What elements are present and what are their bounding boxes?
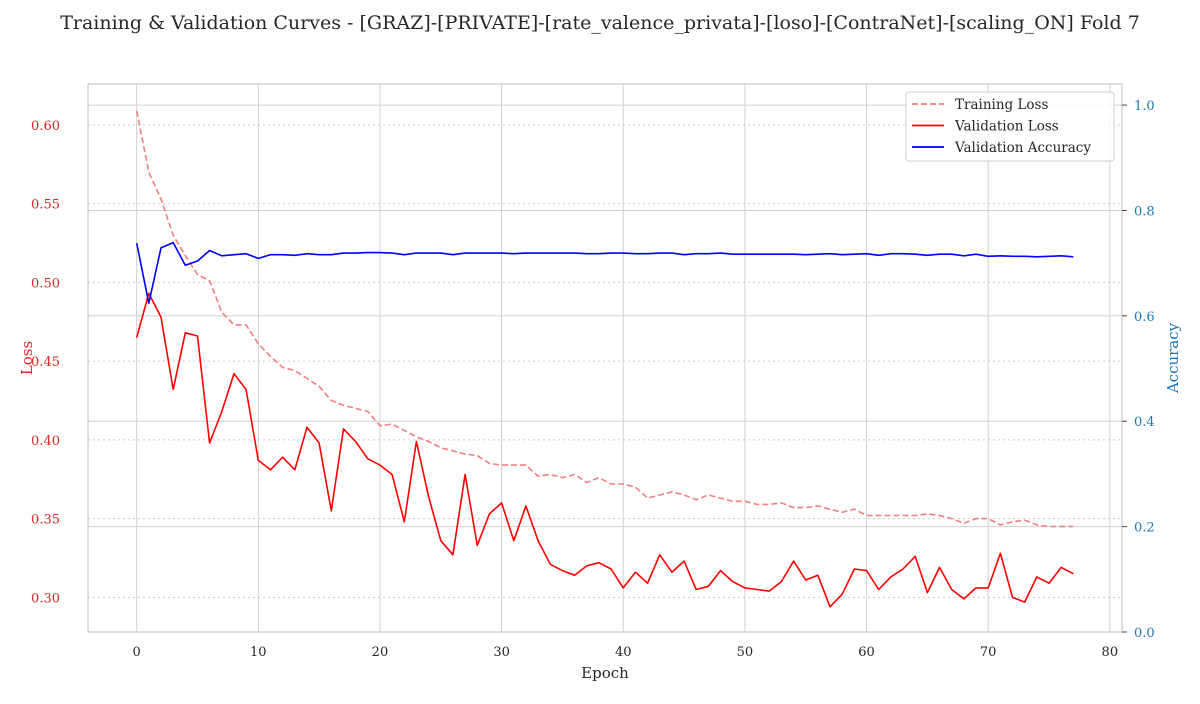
chart-title: Training & Validation Curves - [GRAZ]-[P…	[60, 12, 1140, 34]
y-right-tick-label: 1.0	[1134, 99, 1155, 114]
legend-label-validation-accuracy: Validation Accuracy	[954, 140, 1091, 156]
y-axis-right-label: Accuracy	[1164, 322, 1182, 394]
y-right-tick-label: 0.4	[1134, 415, 1155, 430]
y-right-tick-label: 0.6	[1134, 310, 1155, 325]
legend-box	[905, 91, 1115, 162]
grid-layer	[88, 84, 1122, 633]
y-left-tick-label: 0.30	[31, 591, 60, 606]
axis-layer: 0 10 20 30 40 50 60 70 80 0.30 0.35 0.40 0.45 0.50 0.5…	[31, 83, 1155, 660]
x-axis-label: Epoch	[581, 664, 629, 682]
x-tick-label: 40	[615, 645, 632, 660]
y-right-tick-label: 0.2	[1134, 521, 1155, 536]
x-tick-label: 30	[493, 645, 510, 660]
y-left-tick-label: 0.55	[31, 198, 60, 213]
x-tick-label: 70	[980, 645, 997, 660]
y-left-tick-label: 0.45	[31, 355, 60, 370]
x-tick-label: 80	[1102, 645, 1119, 660]
y-left-tick-label: 0.60	[31, 119, 60, 134]
y-right-tick-label: 0.8	[1134, 204, 1155, 219]
legend: Training Loss Validation Loss Validation A…	[905, 91, 1115, 162]
legend-label-training-loss: Training Loss	[955, 97, 1048, 113]
y-axis-left-label: Loss	[18, 341, 36, 375]
x-tick-label: 20	[372, 645, 389, 660]
y-right-tick-label: 0.0	[1134, 626, 1155, 641]
plot-frame	[87, 83, 1123, 633]
series-line-validation-loss	[135, 292, 1074, 608]
y-left-tick-label: 0.35	[31, 513, 60, 528]
series-line-validation-accuracy	[135, 241, 1074, 305]
x-tick-label: 60	[858, 645, 875, 660]
series-layer	[135, 110, 1074, 608]
y-left-tick-label: 0.50	[31, 276, 60, 291]
y-left-tick-label: 0.40	[31, 434, 60, 449]
legend-label-validation-loss: Validation Loss	[954, 119, 1059, 135]
x-tick-label: 0	[133, 645, 141, 660]
series-line-training-loss	[135, 110, 1074, 528]
x-tick-label: 50	[737, 645, 754, 660]
x-tick-label: 10	[250, 645, 267, 660]
